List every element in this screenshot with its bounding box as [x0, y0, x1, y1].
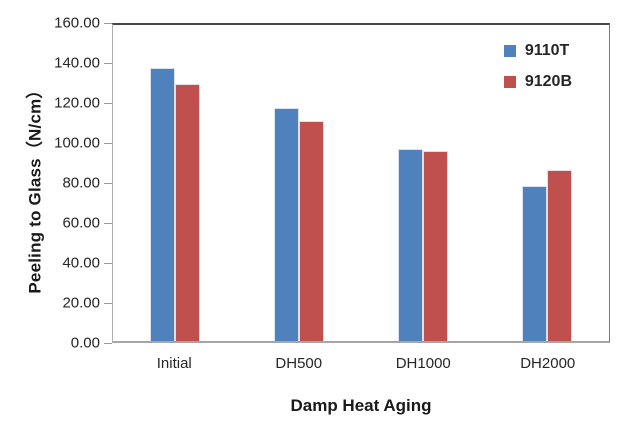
y-tick-label: 160.00: [54, 14, 100, 32]
plot-area: [112, 23, 610, 343]
legend-item-9110t: 9110T: [503, 42, 572, 60]
bar-9110t-dh1000: [398, 149, 423, 341]
bar-group-dh2000: [485, 25, 609, 341]
legend: 9110T 9120B: [503, 42, 572, 91]
y-tick-label: 80.00: [62, 174, 100, 192]
y-tick-mark: [104, 23, 112, 24]
x-tick-label-dh1000: DH1000: [395, 355, 451, 372]
y-tick-mark: [104, 343, 112, 344]
y-tick-mark: [104, 63, 112, 64]
y-tick-label: 20.00: [62, 294, 100, 312]
x-tick-label-dh500: DH500: [275, 355, 323, 372]
legend-label: 9110T: [524, 42, 570, 59]
bar-group-initial: [113, 25, 237, 341]
bar-9110t-initial: [150, 68, 175, 341]
x-axis-title: Damp Heat Aging: [290, 396, 432, 415]
legend-label: 9120B: [524, 73, 572, 90]
y-tick-label: 40.00: [62, 254, 100, 272]
x-tick-label-initial: Initial: [156, 355, 192, 372]
bar-9120b-dh1000: [423, 151, 448, 341]
bar-9120b-initial: [175, 84, 200, 341]
y-tick-mark: [104, 223, 112, 224]
y-tick-mark: [104, 263, 112, 264]
y-tick-mark: [104, 183, 112, 184]
y-tick-label: 140.00: [54, 54, 100, 72]
y-tick-label: 120.00: [54, 94, 100, 112]
y-tick-label: 0.00: [70, 334, 100, 352]
bar-9110t-dh2000: [522, 186, 547, 341]
bar-group-dh1000: [361, 25, 485, 341]
bar-group-dh500: [237, 25, 361, 341]
legend-item-9120b: 9120B: [503, 73, 572, 91]
y-tick-mark: [104, 103, 112, 104]
bar-9120b-dh500: [299, 121, 324, 341]
bar-9120b-dh2000: [547, 170, 572, 341]
y-tick-mark: [104, 303, 112, 304]
y-tick-label: 100.00: [54, 134, 100, 152]
bar-9110t-dh500: [274, 108, 299, 341]
x-tick-label-dh2000: DH2000: [520, 355, 576, 372]
legend-swatch-icon: [503, 76, 516, 88]
legend-swatch-icon: [503, 45, 516, 57]
y-tick-mark: [104, 143, 112, 144]
y-tick-label: 60.00: [62, 214, 100, 232]
